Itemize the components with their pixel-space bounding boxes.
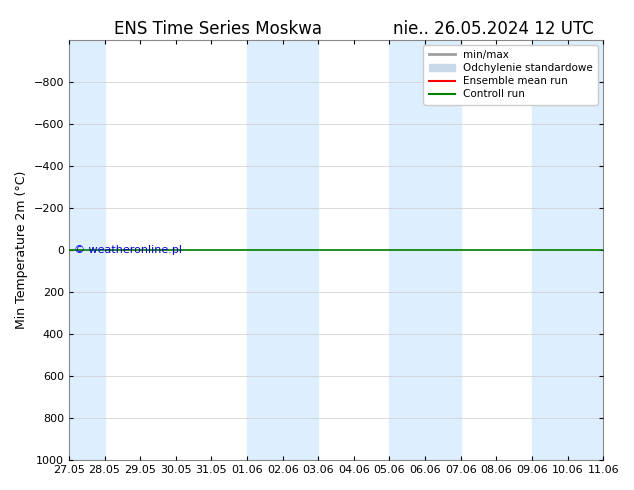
Text: © weatheronline.pl: © weatheronline.pl — [74, 245, 182, 255]
Text: ENS Time Series Moskwa: ENS Time Series Moskwa — [114, 20, 322, 38]
Bar — [69, 40, 105, 460]
Legend: min/max, Odchylenie standardowe, Ensemble mean run, Controll run: min/max, Odchylenie standardowe, Ensembl… — [424, 45, 598, 104]
Bar — [389, 40, 461, 460]
Y-axis label: Min Temperature 2m (°C): Min Temperature 2m (°C) — [15, 171, 28, 329]
Text: nie.. 26.05.2024 12 UTC: nie.. 26.05.2024 12 UTC — [393, 20, 594, 38]
Bar — [532, 40, 603, 460]
Bar — [247, 40, 318, 460]
